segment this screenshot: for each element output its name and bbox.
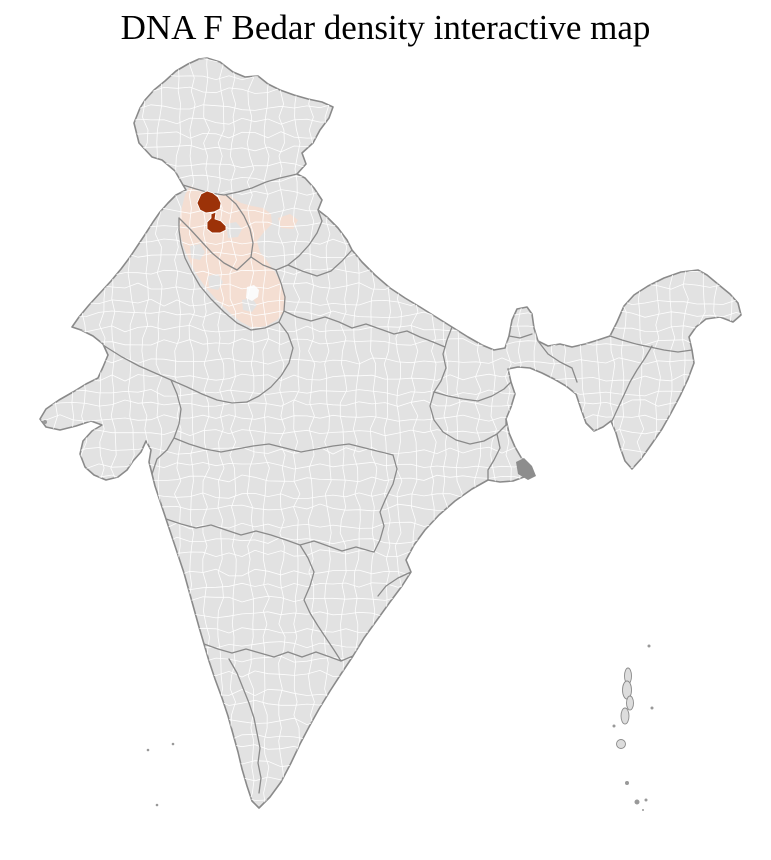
uncolored-district[interactable] (208, 274, 223, 290)
uncolored-district[interactable] (242, 298, 257, 312)
highlighted-district-2[interactable] (206, 211, 227, 234)
island-dots-southwest[interactable] (43, 420, 175, 807)
river-delta-patch (516, 458, 536, 480)
state-borders (71, 173, 693, 794)
highlight-region-low-density[interactable] (179, 186, 286, 328)
capital-district[interactable] (246, 285, 259, 301)
page-title: DNA F Bedar density interactive map (120, 8, 651, 47)
highlight-region-low-density-patch[interactable] (278, 214, 298, 229)
island-chain-southeast[interactable] (612, 644, 654, 812)
highlighted-district-1[interactable] (196, 190, 222, 214)
